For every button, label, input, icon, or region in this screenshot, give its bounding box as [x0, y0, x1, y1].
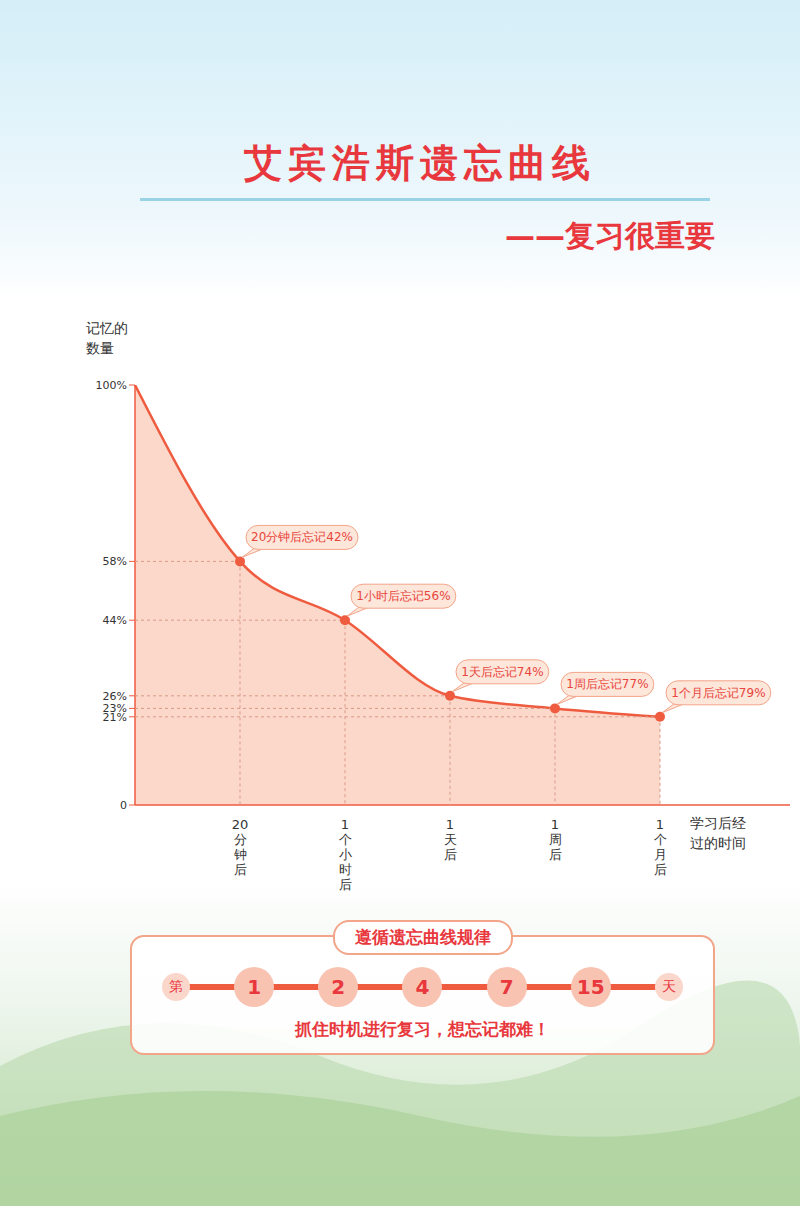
svg-text:20分钟后忘记42%: 20分钟后忘记42% [251, 530, 353, 544]
svg-text:1个月后忘记79%: 1个月后忘记79% [671, 686, 765, 700]
html-text:天: 天 [661, 978, 676, 994]
svg-text:1天后忘记74%: 1天后忘记74% [461, 665, 543, 679]
svg-text:20分钟后: 20分钟后 [232, 817, 249, 877]
html-text:1: 1 [247, 975, 262, 999]
html-text:7: 7 [499, 975, 514, 999]
svg-text:0: 0 [120, 799, 127, 812]
svg-text:44%: 44% [103, 614, 127, 627]
svg-text:1天后: 1天后 [444, 817, 457, 862]
html-text:遵循遗忘曲线规律: 遵循遗忘曲线规律 [354, 927, 491, 947]
svg-text:1周后: 1周后 [549, 817, 562, 862]
html-text:学习后经过的时间: 学习后经过的时间 [690, 815, 746, 851]
svg-text:58%: 58% [103, 555, 127, 568]
svg-text:1个小时后: 1个小时后 [339, 817, 352, 892]
html-text:抓住时机进行复习，想忘记都难！: 抓住时机进行复习，想忘记都难！ [295, 1019, 550, 1039]
svg-text:1小时后忘记56%: 1小时后忘记56% [356, 589, 450, 603]
html-text:第: 第 [169, 978, 183, 994]
svg-text:100%: 100% [96, 379, 127, 392]
svg-text:23%: 23% [103, 702, 127, 715]
html-text:记忆的数量: 记忆的数量 [86, 320, 128, 356]
svg-text:1周后忘记77%: 1周后忘记77% [566, 677, 648, 691]
svg-text:1个月后: 1个月后 [654, 817, 667, 877]
html-text:——复习很重要: ——复习很重要 [505, 218, 715, 253]
html-text:15: 15 [576, 975, 605, 999]
svg-text:26%: 26% [103, 690, 127, 703]
html-text:4: 4 [415, 975, 430, 999]
html-text:艾宾浩斯遗忘曲线: 艾宾浩斯遗忘曲线 [244, 141, 596, 185]
html-text:2: 2 [331, 975, 346, 999]
svg-text:21%: 21% [102, 710, 127, 724]
